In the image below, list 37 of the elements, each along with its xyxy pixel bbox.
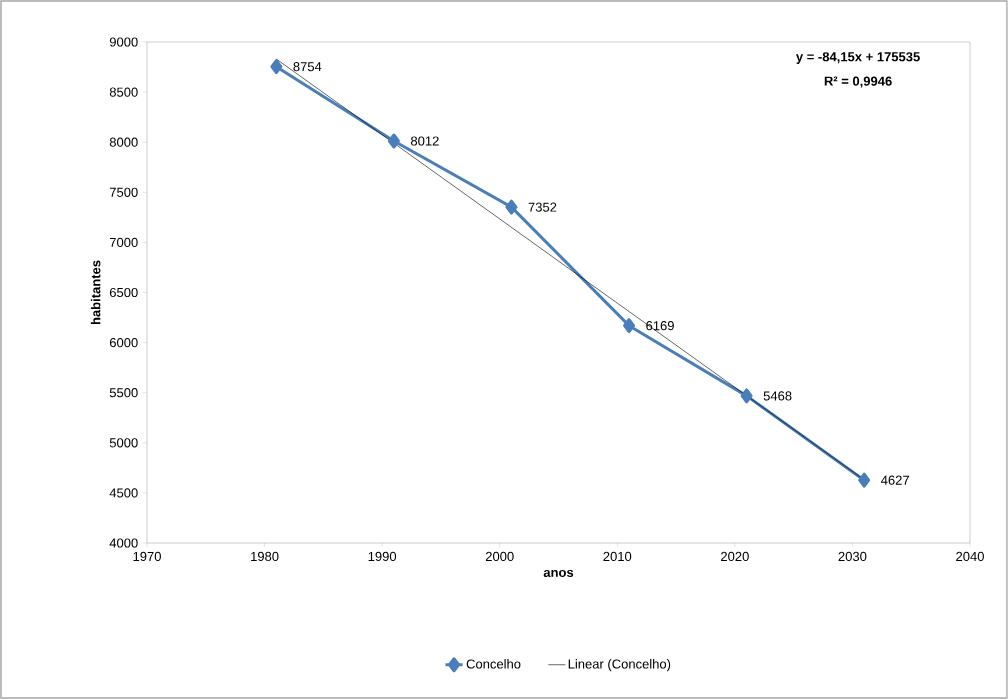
point bbox=[270, 59, 283, 75]
y-tick-label: 7000 bbox=[109, 237, 138, 247]
x-tick-label: 2030 bbox=[838, 551, 867, 561]
y-axis-title: habitantes bbox=[90, 260, 101, 325]
y-tick-label: 7500 bbox=[109, 187, 138, 197]
y-tick-label: 9000 bbox=[109, 37, 138, 47]
y-tick-label: 8500 bbox=[109, 87, 138, 97]
x-tick-label: 1970 bbox=[133, 551, 161, 561]
y-tick-label: 6500 bbox=[109, 287, 138, 298]
point bbox=[858, 472, 871, 488]
data-label: 7352 bbox=[528, 202, 557, 212]
legend-label: Linear (Concelho) bbox=[568, 659, 671, 672]
legend-label: Concelho bbox=[466, 659, 521, 669]
data-label: 8012 bbox=[411, 136, 439, 146]
data-label: 4627 bbox=[881, 475, 909, 485]
point bbox=[387, 133, 400, 149]
x-tick-label: 2020 bbox=[721, 551, 749, 561]
annotation: y = -84,15x + 175535 bbox=[796, 52, 920, 64]
y-tick-label: 4500 bbox=[109, 488, 138, 498]
data-label: 6169 bbox=[646, 321, 674, 331]
data-label: 8754 bbox=[293, 62, 322, 72]
data-label: 5468 bbox=[763, 391, 792, 401]
point bbox=[740, 388, 753, 404]
x-axis-title: anos bbox=[543, 569, 574, 577]
x-tick-label: 1980 bbox=[251, 551, 279, 561]
y-tick-label: 4000 bbox=[109, 538, 138, 548]
y-tick-label: 5500 bbox=[109, 388, 138, 398]
x-tick-label: 2040 bbox=[956, 551, 984, 561]
y-tick-label: 6000 bbox=[109, 337, 138, 348]
point bbox=[505, 199, 518, 215]
annotation: R² = 0,9946 bbox=[824, 76, 892, 88]
y-tick-label: 5000 bbox=[109, 438, 138, 448]
x-tick-label: 2010 bbox=[603, 551, 632, 561]
point bbox=[623, 318, 636, 334]
x-tick-label: 2000 bbox=[485, 551, 514, 561]
x-tick-label: 1990 bbox=[368, 551, 397, 561]
y-tick-label: 8000 bbox=[109, 137, 138, 147]
